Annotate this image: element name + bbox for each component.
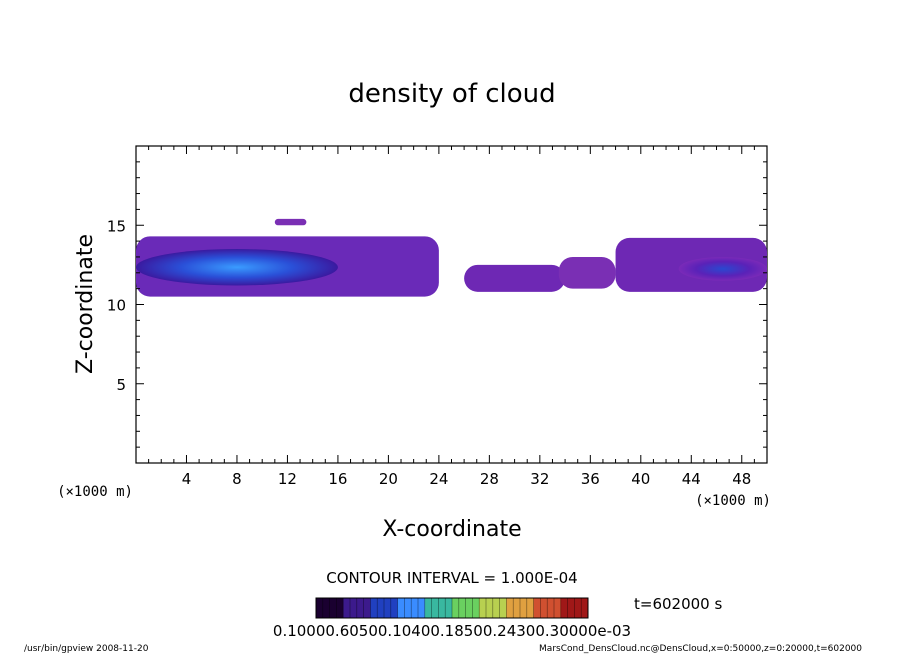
colorbar-cell xyxy=(350,598,358,618)
colorbar-cell xyxy=(322,598,331,618)
x-tick-label: 40 xyxy=(631,470,650,488)
y-tick-label: 15 xyxy=(107,217,126,235)
colorbar-cell xyxy=(418,598,426,618)
colorbar-cell xyxy=(547,598,555,618)
colorbar-cell xyxy=(526,598,535,618)
y-tick-label: 5 xyxy=(116,376,126,394)
cloud-region xyxy=(274,218,307,226)
x-tick-label: 48 xyxy=(732,470,751,488)
colorbar-cell xyxy=(452,598,460,618)
colorbar-cell xyxy=(465,598,473,618)
cloud-density-field xyxy=(136,218,767,297)
colorbar-cell xyxy=(499,598,507,618)
colorbar-cell xyxy=(520,598,528,618)
time-label: t=602000 s xyxy=(634,595,722,613)
colorbar-cell xyxy=(404,598,412,618)
x-tick-label: 24 xyxy=(429,470,448,488)
colorbar-cell xyxy=(431,598,439,618)
colorbar-cell xyxy=(384,598,392,618)
chart-title: density of cloud xyxy=(348,79,555,109)
x-tick-label: 20 xyxy=(379,470,398,488)
x-tick-label: 44 xyxy=(682,470,701,488)
colorbar-cell xyxy=(411,598,419,618)
colorbar-cell xyxy=(486,598,494,618)
colorbar-cell xyxy=(574,598,582,618)
y-tick-labels: 5 10 15 xyxy=(107,217,126,394)
colorbar-cell xyxy=(492,598,501,618)
colorbar-cell xyxy=(336,598,344,618)
colorbar-cell xyxy=(363,598,371,618)
cloud-core xyxy=(678,256,767,281)
colorbar-cell xyxy=(506,598,514,618)
colorbar-cell xyxy=(397,598,405,618)
colorbar-cell xyxy=(370,598,378,618)
x-tick-label: 28 xyxy=(480,470,499,488)
colorbar-cell xyxy=(458,598,467,618)
colorbar-cell xyxy=(513,598,521,618)
colorbar-cell xyxy=(581,598,589,618)
colorbar-cell xyxy=(390,598,399,618)
colorbar-cell xyxy=(533,598,541,618)
y-axis-label: Z-coordinate xyxy=(73,234,98,374)
y-unit-label: (×1000 m) xyxy=(57,484,133,500)
y-tick-label: 10 xyxy=(107,297,126,315)
colorbar-cell xyxy=(445,598,453,618)
footer-right: MarsCond_DensCloud.nc@DensCloud,x=0:5000… xyxy=(539,644,862,654)
cloud-region xyxy=(558,256,616,289)
colorbar-cell xyxy=(377,598,385,618)
colorbar-cell xyxy=(472,598,480,618)
x-tick-label: 36 xyxy=(581,470,600,488)
x-tick-label: 4 xyxy=(182,470,192,488)
x-tick-label: 8 xyxy=(232,470,242,488)
x-axis-label: X-coordinate xyxy=(382,517,521,542)
colorbar-cell xyxy=(560,598,569,618)
colorbar-cell xyxy=(424,598,433,618)
colorbar-cell xyxy=(438,598,446,618)
footer-left: /usr/bin/gpview 2008-11-20 xyxy=(24,644,149,654)
plot-frame xyxy=(135,145,768,464)
contour-interval-label: CONTOUR INTERVAL = 1.000E-04 xyxy=(326,569,577,587)
colorbar-cell xyxy=(479,598,487,618)
x-tick-label: 16 xyxy=(328,470,347,488)
colorbar-cell xyxy=(356,598,365,618)
cloud-region xyxy=(464,264,566,292)
x-tick-label: 12 xyxy=(278,470,297,488)
colorbar-cell xyxy=(567,598,575,618)
colorbar-cell xyxy=(554,598,562,618)
colorbar-frame xyxy=(315,597,589,619)
colorbar-tick-labels: 0.10000.60500.10400.18500.24300.30000e-0… xyxy=(273,622,631,640)
colorbar xyxy=(315,598,589,618)
x-unit-label: (×1000 m) xyxy=(695,493,771,509)
cloud-core xyxy=(136,249,338,286)
axis-ticks xyxy=(136,146,767,463)
x-tick-label: 32 xyxy=(530,470,549,488)
colorbar-cell xyxy=(343,598,351,618)
colorbar-cell xyxy=(329,598,337,618)
colorbar-cell xyxy=(540,598,548,618)
colorbar-cell xyxy=(316,598,324,618)
x-tick-labels: 4 8 12 16 20 24 28 32 36 40 44 48 xyxy=(182,470,752,488)
